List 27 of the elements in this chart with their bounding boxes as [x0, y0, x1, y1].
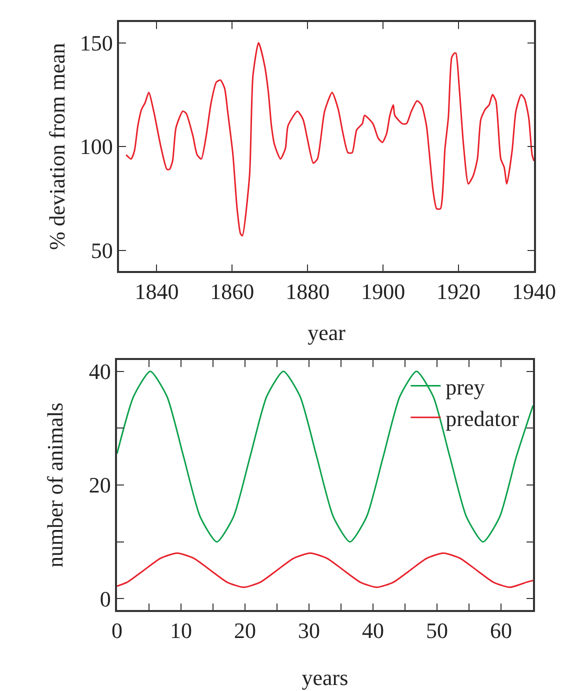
y-axis-title: % deviation from mean [44, 42, 70, 250]
x-axis-title: years [302, 665, 348, 690]
x-axis-title: year [308, 320, 346, 345]
line-series [117, 370, 533, 543]
x-tick-label: 30 [298, 618, 320, 644]
y-tick-label: 0 [100, 586, 111, 612]
x-tick-label: 1900 [361, 279, 406, 304]
legend-label: predator [446, 406, 520, 431]
y-tick-label: 20 [88, 472, 111, 498]
x-tick-label: 1920 [436, 279, 481, 304]
line-series [125, 42, 534, 236]
y-tick-label: 40 [88, 359, 111, 384]
x-tick-label: 10 [170, 618, 192, 644]
x-tick-label: 1840 [134, 279, 179, 304]
x-tick-label: 40 [362, 618, 384, 644]
x-tick-label: 1860 [210, 279, 254, 304]
y-axis-title: number of animals [42, 402, 68, 568]
x-tick-label: 1940 [512, 279, 556, 304]
legend-label: prey [446, 374, 485, 400]
x-tick-label: 60 [490, 618, 512, 644]
x-tick-label: 50 [426, 618, 448, 644]
x-tick-label: 20 [234, 618, 256, 644]
x-tick-label: 1880 [286, 279, 330, 304]
line-series [117, 552, 533, 588]
y-tick-label: 150 [80, 30, 113, 56]
y-tick-label: 50 [90, 238, 113, 263]
y-tick-label: 100 [80, 134, 113, 160]
